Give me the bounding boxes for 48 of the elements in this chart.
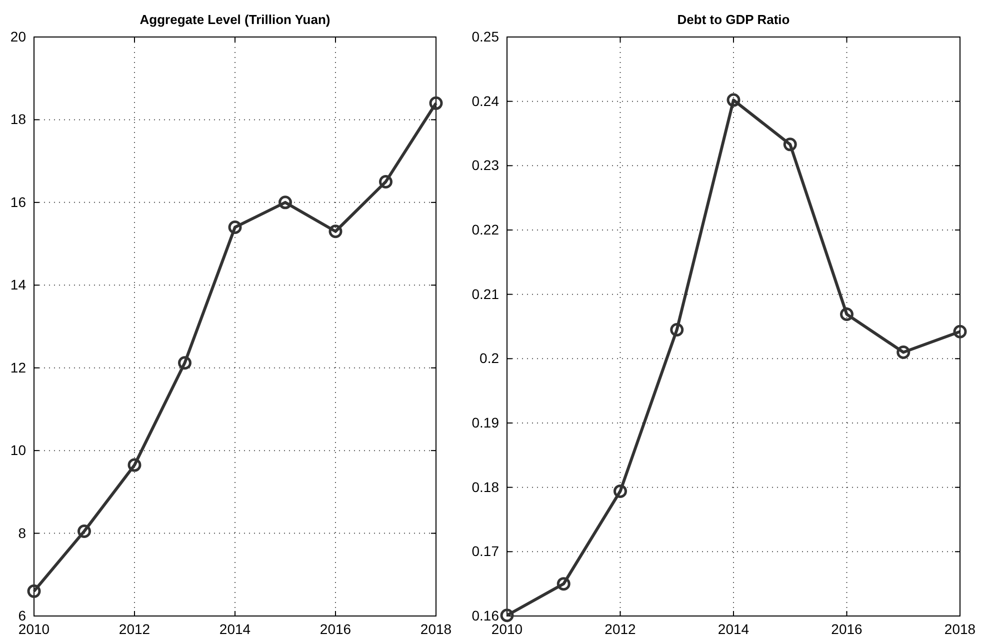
x-tick-label: 2010 [18, 620, 50, 637]
y-tick-label: 12 [10, 359, 26, 376]
y-tick-label: 0.2 [480, 350, 500, 366]
point [614, 484, 627, 498]
point [726, 93, 740, 107]
point [670, 322, 684, 336]
point [228, 220, 242, 234]
y-tick-label: 0.18 [472, 478, 500, 495]
x-tick-label: 2012 [604, 620, 636, 637]
y-tick-label: 0.17 [472, 543, 500, 560]
point [178, 356, 192, 370]
y-tick-label: 18 [10, 111, 26, 128]
y-tick-label: 6 [18, 607, 26, 624]
point [556, 577, 570, 591]
y-tick-label: 0.23 [472, 157, 500, 174]
point [128, 458, 142, 472]
y-tick-label: 0.16 [472, 607, 500, 624]
y-tick-label: 0.22 [472, 221, 500, 238]
x-tick-label: 2014 [718, 620, 750, 637]
x-tick-label: 2016 [320, 620, 352, 637]
y-tick-label: 0.25 [472, 28, 500, 44]
x-tick-label: 2016 [831, 620, 863, 637]
point [78, 524, 91, 538]
point [429, 96, 443, 110]
x-tick-label: 2012 [118, 620, 150, 637]
y-tick-label: 0.21 [472, 286, 500, 302]
y-tick-label: 20 [10, 28, 26, 44]
point [953, 324, 967, 338]
point [840, 308, 854, 322]
point [278, 196, 292, 210]
chart-title: Debt to GDP Ratio [677, 12, 790, 27]
x-tick-label: 2018 [420, 620, 452, 637]
chart-title: Aggregate Level (Trillion Yuan) [140, 12, 330, 27]
point [896, 345, 910, 359]
point [27, 584, 41, 598]
y-tick-label: 10 [10, 442, 26, 458]
y-tick-label: 8 [18, 524, 26, 541]
point [328, 224, 342, 238]
y-tick-label: 16 [10, 194, 26, 210]
y-tick-label: 14 [10, 276, 26, 293]
point [783, 138, 797, 152]
y-tick-label: 0.24 [472, 92, 500, 109]
x-tick-label: 2018 [944, 620, 976, 637]
point [500, 608, 514, 622]
x-tick-label: 2010 [491, 620, 523, 637]
x-tick-label: 2014 [219, 620, 251, 637]
point [379, 175, 392, 188]
y-tick-label: 0.19 [472, 414, 500, 430]
